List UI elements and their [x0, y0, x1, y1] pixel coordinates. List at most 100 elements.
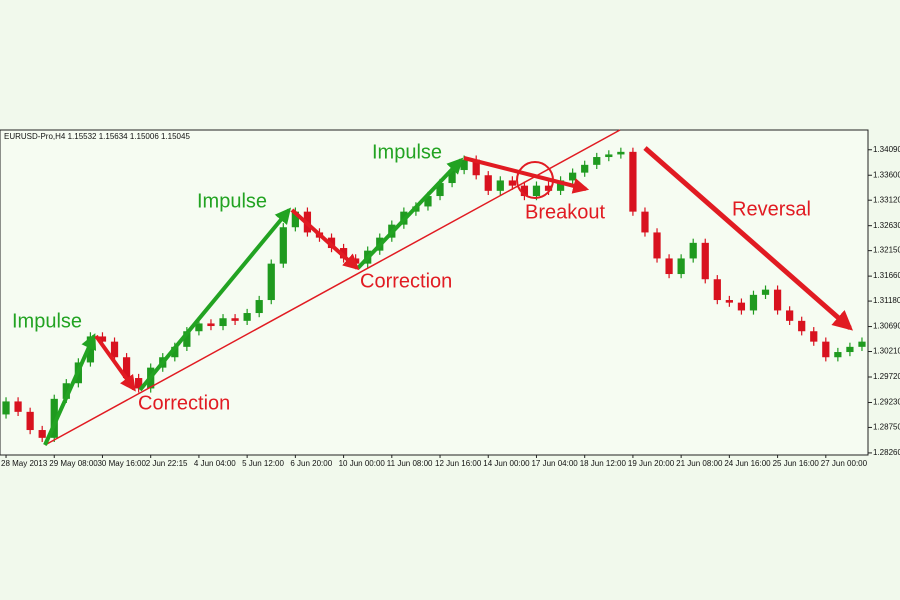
candle-body — [508, 180, 516, 186]
y-tick-label: 1.34090 — [873, 145, 900, 154]
candle-body — [773, 289, 782, 311]
x-tick-label: 17 Jun 04:00 — [531, 459, 578, 468]
x-tick-label: 14 Jun 00:00 — [483, 459, 530, 468]
candle-body — [110, 341, 119, 358]
x-tick-label: 30 May 16:00 — [97, 459, 146, 468]
candle-body — [484, 175, 492, 191]
candle-body — [713, 279, 721, 301]
x-tick-label: 11 Jun 08:00 — [387, 459, 433, 468]
y-tick-label: 1.31660 — [873, 271, 900, 280]
candle-body — [38, 430, 46, 438]
y-tick-label: 1.29230 — [873, 398, 900, 407]
candle-body — [810, 331, 818, 342]
y-tick-label: 1.29720 — [873, 372, 900, 381]
y-tick-label: 1.32150 — [873, 246, 900, 255]
trend-line — [44, 129, 621, 446]
y-tick-label: 1.30690 — [873, 322, 900, 331]
plot-area — [0, 129, 869, 456]
candle-body — [231, 318, 239, 321]
candle-body — [786, 310, 794, 321]
x-tick-label: 10 Jun 00:00 — [339, 459, 386, 468]
candle-body — [183, 331, 191, 347]
y-tick-label: 1.31180 — [873, 296, 900, 305]
candle-body — [460, 159, 468, 171]
candle-body — [822, 341, 830, 358]
candle-body — [834, 352, 842, 358]
breakout-circle — [516, 161, 554, 199]
x-tick-label: 29 May 08:00 — [49, 459, 98, 468]
candle-body — [701, 242, 709, 280]
x-tick-label: 6 Jun 20:00 — [290, 459, 332, 468]
candle-body — [544, 185, 553, 191]
candle-body — [593, 157, 601, 165]
candle-body — [725, 300, 733, 303]
candle-body — [62, 383, 70, 399]
candle-body — [50, 398, 58, 438]
candle-body — [689, 242, 697, 259]
candle-body — [798, 320, 806, 332]
candle-body — [556, 180, 565, 191]
x-tick-label: 12 Jun 16:00 — [435, 459, 482, 468]
x-tick-label: 28 May 2013 — [1, 459, 48, 468]
candle-body — [581, 164, 589, 173]
arrows — [43, 146, 854, 446]
candle-body — [2, 401, 10, 415]
x-tick-label: 19 Jun 20:00 — [628, 459, 675, 468]
y-tick-label: 1.33600 — [873, 170, 900, 179]
y-tick-label: 1.28750 — [873, 423, 900, 432]
candle-body — [14, 401, 22, 412]
candle-body — [846, 346, 854, 353]
annotation: Impulse — [12, 310, 82, 332]
candle-body — [737, 302, 746, 311]
candles — [2, 147, 866, 442]
annotation: Reversal — [732, 198, 811, 220]
candle-body — [339, 248, 348, 259]
annotation: Breakout — [525, 201, 605, 223]
candle-body — [677, 258, 685, 275]
candle-body — [653, 232, 661, 259]
annotation: Impulse — [372, 141, 442, 163]
candle-body — [629, 151, 637, 212]
candle-body — [472, 159, 480, 176]
candle-body — [436, 183, 444, 197]
x-tick-label: 27 Jun 00:00 — [821, 459, 868, 468]
candle-body — [617, 151, 625, 155]
candle-body — [569, 172, 577, 181]
x-tick-label: 25 Jun 16:00 — [773, 459, 820, 468]
candle-body — [520, 185, 529, 197]
annotation: Correction — [360, 270, 452, 292]
y-tick-label: 1.33120 — [873, 195, 900, 204]
candle-body — [135, 378, 143, 389]
x-tick-label: 21 Jun 08:00 — [676, 459, 723, 468]
candle-body — [122, 357, 131, 379]
candle-body — [496, 180, 504, 191]
chart-title: EURUSD-Pro,H4 1.15532 1.15634 1.15006 1.… — [4, 132, 190, 141]
candle-body — [171, 346, 179, 358]
candle-body — [243, 313, 251, 321]
candle-body — [255, 300, 263, 314]
annotation: Impulse — [197, 190, 267, 212]
x-tick-label: 2 Jun 22:15 — [146, 459, 188, 468]
candle-body — [219, 318, 227, 327]
x-tick-label: 5 Jun 12:00 — [242, 459, 284, 468]
candle-body — [424, 196, 432, 207]
x-tick-label: 18 Jun 12:00 — [580, 459, 627, 468]
candle-body — [267, 263, 275, 301]
candle-body — [605, 154, 613, 158]
y-tick-label: 1.32630 — [873, 221, 900, 230]
candle-body — [195, 323, 203, 332]
candle-body — [665, 258, 673, 275]
candle-body — [26, 411, 34, 431]
candle-body — [98, 336, 107, 342]
annotation: Correction — [138, 392, 230, 414]
candle-body — [291, 211, 299, 228]
y-tick-label: 1.30210 — [873, 347, 900, 356]
candle-body — [858, 341, 866, 347]
candle-body — [749, 294, 758, 311]
x-tick-label: 4 Jun 04:00 — [194, 459, 236, 468]
candle-body — [761, 289, 770, 295]
candle-body — [448, 170, 456, 184]
y-tick-label: 1.28260 — [873, 448, 900, 457]
candle-body — [207, 323, 215, 327]
